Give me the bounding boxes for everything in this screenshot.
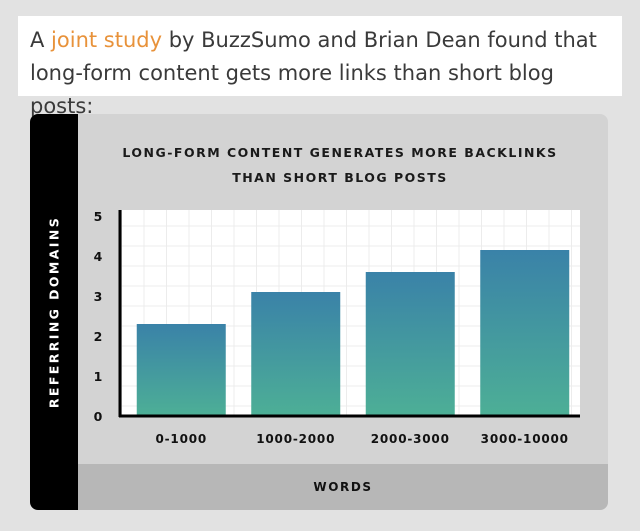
x-tick-label: 1000-2000 — [256, 432, 335, 446]
x-tick-label: 0-1000 — [155, 432, 207, 446]
x-tick-label: 2000-3000 — [371, 432, 450, 446]
y-tick-label: 1 — [94, 369, 103, 384]
y-tick-label: 0 — [94, 409, 103, 424]
chart-title-line-1: LONG-FORM CONTENT GENERATES MORE BACKLIN… — [122, 145, 558, 160]
bar-2000-3000 — [365, 272, 455, 416]
chart-title-line-2: THAN SHORT BLOG POSTS — [232, 170, 448, 185]
y-tick-label: 5 — [94, 209, 103, 224]
x-tick-label: 3000-10000 — [481, 432, 569, 446]
y-axis-band: REFERRING DOMAINS — [30, 114, 78, 510]
intro-rest: by BuzzSumo and Brian Dean found that lo… — [30, 28, 597, 118]
y-tick-labels: 0 1 2 3 4 5 — [94, 209, 103, 424]
joint-study-link[interactable]: joint study — [51, 28, 163, 52]
intro-lead: A — [30, 28, 52, 52]
x-axis-label: WORDS — [313, 480, 373, 494]
chart-card: REFERRING DOMAINS LONG-FORM CONTENT GENE… — [30, 114, 608, 510]
x-axis-band: WORDS — [78, 464, 608, 510]
intro-text: A joint study by BuzzSumo and Brian Dean… — [18, 16, 622, 118]
bar-3000-10000 — [480, 250, 570, 416]
bar-0-1000 — [136, 324, 226, 416]
y-tick-label: 3 — [94, 289, 103, 304]
bar-1000-2000 — [251, 292, 341, 416]
bars — [136, 250, 570, 416]
bar-chart: 0 1 2 3 4 5 0-1000 1000-2000 2000-3000 3000-1000… — [94, 209, 580, 446]
y-tick-label: 2 — [94, 329, 103, 344]
y-tick-label: 4 — [94, 249, 103, 264]
x-category-labels: 0-1000 1000-2000 2000-3000 3000-10000 — [155, 432, 568, 446]
